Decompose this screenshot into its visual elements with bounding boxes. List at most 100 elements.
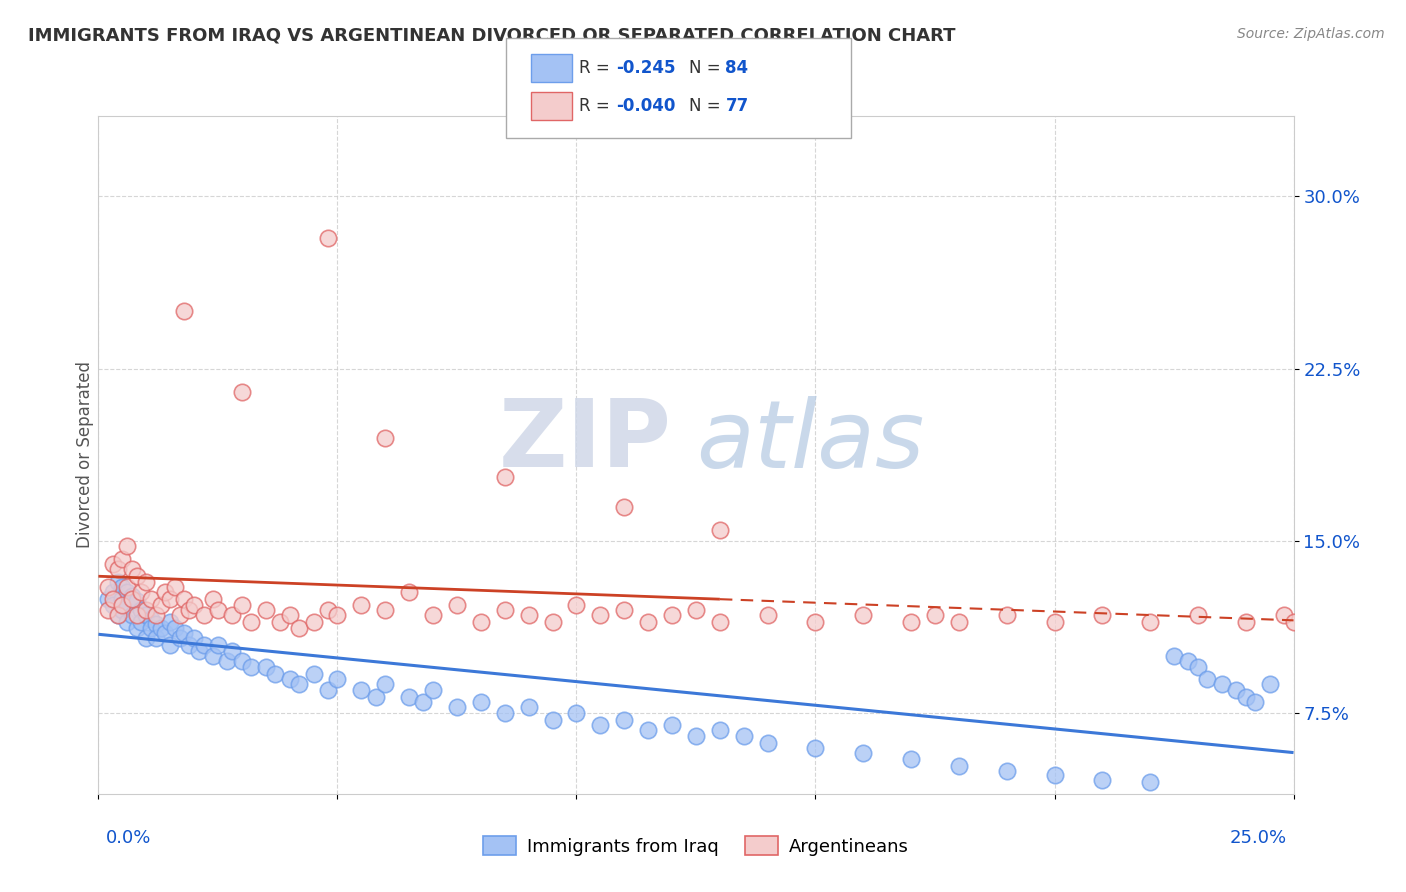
Point bbox=[115, 615, 138, 629]
Point bbox=[159, 615, 181, 629]
Point bbox=[231, 384, 253, 399]
Point bbox=[135, 607, 157, 622]
Point bbox=[111, 599, 134, 613]
Text: 77: 77 bbox=[725, 97, 749, 115]
Point bbox=[709, 723, 731, 737]
Point bbox=[1234, 690, 1257, 705]
Point bbox=[1091, 773, 1114, 788]
Point bbox=[422, 607, 444, 622]
Legend: Immigrants from Iraq, Argentineans: Immigrants from Iraq, Argentineans bbox=[477, 829, 915, 863]
Point bbox=[139, 591, 162, 606]
Point bbox=[565, 706, 588, 721]
Point bbox=[852, 607, 875, 622]
Point bbox=[398, 690, 420, 705]
Point bbox=[733, 730, 755, 744]
Point bbox=[948, 759, 970, 773]
Point bbox=[221, 607, 243, 622]
Point bbox=[173, 626, 195, 640]
Point bbox=[326, 672, 349, 686]
Point bbox=[374, 603, 396, 617]
Point bbox=[1272, 607, 1295, 622]
Point bbox=[589, 607, 612, 622]
Point bbox=[101, 599, 124, 613]
Point bbox=[1187, 607, 1209, 622]
Point bbox=[756, 607, 779, 622]
Point bbox=[179, 638, 201, 652]
Point bbox=[111, 580, 134, 594]
Point bbox=[661, 607, 683, 622]
Point bbox=[111, 603, 134, 617]
Point bbox=[470, 695, 492, 709]
Point bbox=[111, 591, 134, 606]
Point bbox=[145, 607, 167, 622]
Text: R =: R = bbox=[579, 59, 616, 77]
Point bbox=[1244, 695, 1267, 709]
Point bbox=[756, 736, 779, 750]
Point bbox=[948, 615, 970, 629]
Point bbox=[231, 599, 253, 613]
Point bbox=[900, 615, 922, 629]
Point bbox=[101, 557, 124, 571]
Point bbox=[446, 699, 468, 714]
Point bbox=[613, 500, 636, 514]
Point bbox=[125, 568, 148, 582]
Point bbox=[169, 631, 191, 645]
Point bbox=[494, 706, 516, 721]
Point bbox=[316, 683, 339, 698]
Point bbox=[541, 714, 564, 728]
Point bbox=[240, 660, 263, 674]
Point bbox=[350, 683, 373, 698]
Text: N =: N = bbox=[689, 97, 725, 115]
Point bbox=[1043, 615, 1066, 629]
Point bbox=[240, 615, 263, 629]
Point bbox=[1091, 607, 1114, 622]
Point bbox=[269, 615, 291, 629]
Point bbox=[173, 591, 195, 606]
Point bbox=[139, 612, 162, 626]
Point bbox=[302, 667, 325, 681]
Point bbox=[517, 699, 540, 714]
Point bbox=[115, 539, 138, 553]
Point bbox=[107, 607, 129, 622]
Point bbox=[115, 584, 138, 599]
Point bbox=[1139, 615, 1161, 629]
Point bbox=[1258, 676, 1281, 690]
Point bbox=[131, 615, 153, 629]
Point bbox=[145, 616, 167, 631]
Point bbox=[202, 591, 225, 606]
Point bbox=[1211, 676, 1233, 690]
Point bbox=[169, 607, 191, 622]
Point bbox=[1187, 660, 1209, 674]
Point bbox=[613, 714, 636, 728]
Point bbox=[155, 584, 177, 599]
Text: R =: R = bbox=[579, 97, 616, 115]
Point bbox=[101, 591, 124, 606]
Point bbox=[115, 580, 138, 594]
Point bbox=[446, 599, 468, 613]
Point bbox=[1197, 672, 1219, 686]
Point bbox=[302, 615, 325, 629]
Point bbox=[163, 580, 186, 594]
Point bbox=[121, 562, 143, 576]
Text: 0.0%: 0.0% bbox=[105, 830, 150, 847]
Point bbox=[115, 599, 138, 613]
Point bbox=[107, 575, 129, 590]
Point bbox=[278, 672, 301, 686]
Point bbox=[288, 622, 311, 636]
Point bbox=[637, 723, 659, 737]
Point bbox=[173, 304, 195, 318]
Point bbox=[179, 603, 201, 617]
Point bbox=[1282, 615, 1305, 629]
Point bbox=[125, 607, 148, 622]
Point bbox=[685, 730, 707, 744]
Point bbox=[231, 654, 253, 668]
Point bbox=[139, 622, 162, 636]
Text: ZIP: ZIP bbox=[499, 395, 672, 487]
Point bbox=[217, 654, 239, 668]
Point bbox=[207, 638, 229, 652]
Point bbox=[101, 584, 124, 599]
Point bbox=[316, 603, 339, 617]
Point bbox=[1177, 654, 1199, 668]
Point bbox=[995, 607, 1018, 622]
Point bbox=[183, 631, 205, 645]
